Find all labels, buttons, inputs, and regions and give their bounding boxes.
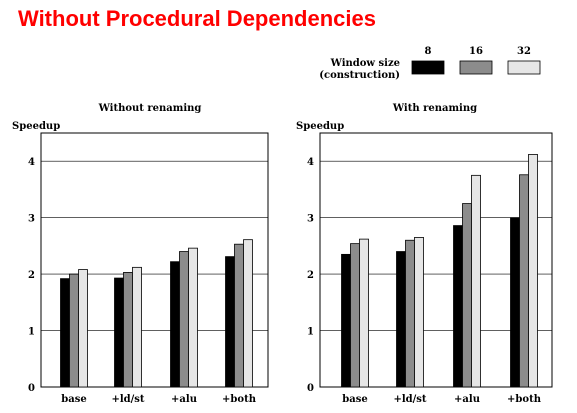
legend-label: 8 xyxy=(425,46,432,57)
x-tick-label: +alu xyxy=(454,394,480,405)
bar xyxy=(462,203,472,388)
plot-frame xyxy=(319,132,553,388)
y-tick-label: 0 xyxy=(307,383,314,394)
y-tick-label: 4 xyxy=(307,157,314,168)
bar xyxy=(510,217,520,388)
bar xyxy=(350,243,360,388)
bar xyxy=(78,269,88,388)
x-tick-label: +both xyxy=(222,394,257,405)
x-tick-label: base xyxy=(342,394,367,405)
bar xyxy=(114,277,124,388)
bar xyxy=(234,243,244,388)
legend: Window size (construction) 8 16 32 xyxy=(319,46,541,81)
legend-swatch xyxy=(507,60,541,75)
bar xyxy=(225,256,235,388)
y-tick-label: 1 xyxy=(28,327,35,338)
bar xyxy=(123,272,133,388)
y-tick-label: 2 xyxy=(28,270,35,281)
bar xyxy=(341,253,351,388)
bar xyxy=(170,261,180,388)
y-tick-label: 1 xyxy=(307,327,314,338)
bar xyxy=(132,266,142,388)
slide-title: Without Procedural Dependencies xyxy=(18,6,376,31)
bar xyxy=(453,225,463,388)
bar xyxy=(243,239,253,388)
bar xyxy=(405,239,415,388)
x-tick-label: +both xyxy=(507,394,542,405)
y-axis-label: Speedup xyxy=(12,121,60,132)
chart-title: With renaming xyxy=(392,103,477,114)
bar xyxy=(69,273,79,388)
y-tick-label: 3 xyxy=(28,214,35,225)
y-tick-label: 2 xyxy=(307,270,314,281)
legend-label: 32 xyxy=(517,46,531,57)
legend-title-line2: (construction) xyxy=(319,70,400,81)
bar xyxy=(60,278,70,388)
chart-title: Without renaming xyxy=(98,103,202,114)
y-tick-label: 4 xyxy=(28,157,35,168)
y-axis-label: Speedup xyxy=(296,121,344,132)
x-tick-label: +alu xyxy=(171,394,197,405)
bar xyxy=(359,238,369,388)
x-tick-label: base xyxy=(61,394,86,405)
y-tick-label: 0 xyxy=(28,383,35,394)
x-tick-label: +ld/st xyxy=(393,394,426,405)
legend-swatch xyxy=(459,60,493,75)
legend-title-line1: Window size xyxy=(330,58,400,69)
bar xyxy=(519,174,529,388)
y-tick-label: 3 xyxy=(307,214,314,225)
legend-swatch xyxy=(411,60,445,75)
legend-label: 16 xyxy=(469,46,483,57)
bar xyxy=(179,251,189,388)
bar xyxy=(528,154,538,388)
plot-frame xyxy=(40,132,269,388)
bar xyxy=(396,251,406,388)
chart-panel: With renaming Speedup 0 1 2 3 4 base +ld/st +alu +… xyxy=(296,103,553,405)
bar xyxy=(188,247,198,388)
bar xyxy=(471,174,481,388)
chart-panel: Without renaming Speedup 0 1 2 3 4 base +ld/st +a… xyxy=(12,103,269,405)
x-tick-label: +ld/st xyxy=(111,394,144,405)
bar xyxy=(414,237,424,388)
